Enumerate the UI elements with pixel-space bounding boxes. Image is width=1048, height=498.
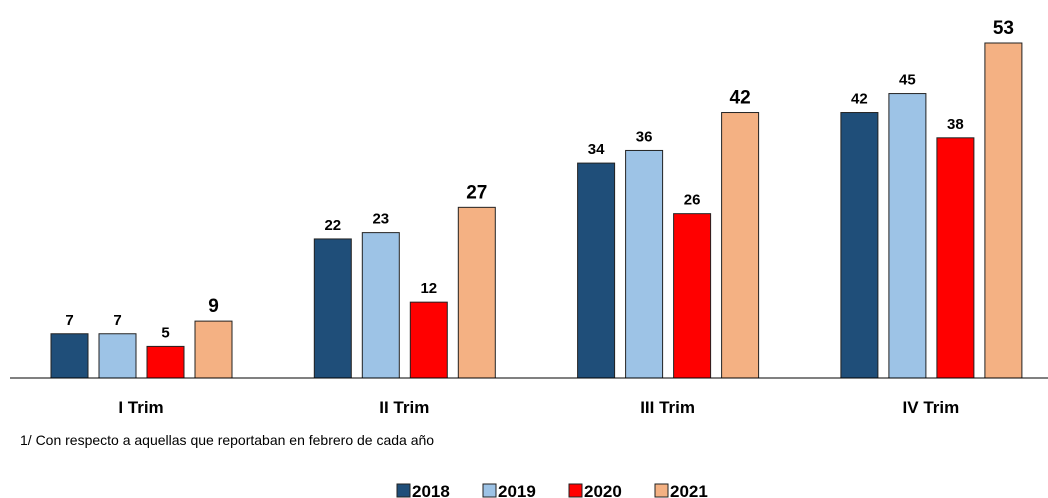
value-label: 12 [420,280,437,297]
legend-swatch [654,483,669,498]
bar [457,206,496,379]
value-label: 53 [993,18,1014,39]
value-label: 5 [161,324,169,341]
bar [840,112,879,379]
x-tick-label: I Trim [118,398,163,417]
bar [625,149,664,379]
value-label: 26 [684,192,701,209]
x-tick-label: II Trim [379,398,429,417]
value-label: 23 [372,211,389,228]
legend-swatch [482,483,497,498]
value-label: 7 [65,312,73,329]
value-label: 7 [113,312,121,329]
value-label: 45 [899,72,916,89]
bar [361,232,400,379]
value-label: 42 [851,91,868,108]
value-label: 42 [730,88,751,109]
bar [50,333,89,379]
bar [98,333,137,379]
bar [673,213,712,379]
value-label: 27 [466,182,487,203]
bar [146,345,185,379]
value-label: 9 [208,296,219,317]
bar [888,93,927,379]
legend-swatch [396,483,411,498]
bar [577,162,616,379]
value-label: 38 [947,116,964,133]
value-label: 36 [636,128,653,145]
bar [984,42,1023,379]
footnote: 1/ Con respecto a aquellas que reportaba… [20,432,434,448]
x-tick-label: IV Trim [903,398,960,417]
bar [409,301,448,379]
legend-label: 2019 [498,482,536,498]
bar [194,320,233,379]
x-tick-label: III Trim [640,398,695,417]
value-label: 22 [324,217,341,234]
bar [313,238,352,379]
legend-label: 2020 [584,482,622,498]
legend-swatch [568,483,583,498]
legend-label: 2021 [670,482,708,498]
value-label: 34 [588,141,605,158]
bar [936,137,975,379]
legend-label: 2018 [412,482,450,498]
bar [721,112,760,379]
